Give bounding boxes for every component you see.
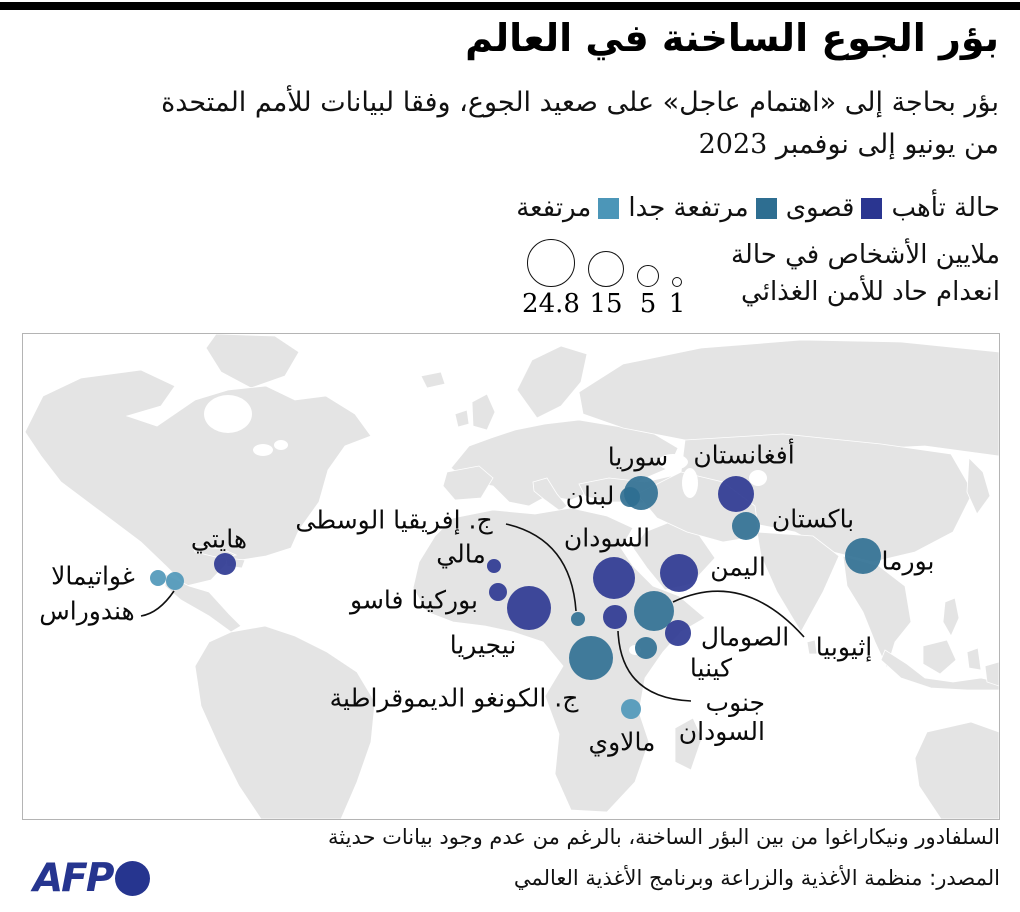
label-myanmar: بورما <box>881 546 935 576</box>
bubble-overlay <box>140 476 881 719</box>
bubble-afghanistan <box>718 476 754 512</box>
size-ring-1 <box>672 277 682 287</box>
extreme-color-swatch <box>861 197 883 219</box>
very-high-color-swatch <box>755 197 777 219</box>
alert-state-label: حالة تأهب <box>891 193 1000 223</box>
top-bar <box>0 2 1020 10</box>
bubble-pakistan <box>732 512 760 540</box>
size-legend-circles: 24.8 15 5 1 <box>522 239 717 323</box>
label-pakistan: باكستان <box>771 504 855 534</box>
label-malawi: مالاوي <box>588 727 656 757</box>
label-afghanistan: أفغانستان <box>693 440 795 470</box>
bubble-nigeria <box>507 586 551 630</box>
leader-line-south-sudan <box>617 630 692 702</box>
subtitle-line-2: من يونيو إلى نوفمبر 2023 <box>698 129 999 160</box>
label-syria: سوريا <box>607 442 669 472</box>
bubble-sudan <box>593 557 635 599</box>
footnote: السلفادور ونيكاراغوا من بين البؤر الساخن… <box>328 825 1000 849</box>
bubble-yemen <box>660 554 698 592</box>
size-legend-caption: ملايين الأشخاص في حالة انعدام حاد للأمن … <box>731 237 1000 311</box>
legend-label-very-high: مرتفعة جدا <box>628 193 749 223</box>
afp-logo-text: AFP <box>33 856 114 901</box>
afp-logo: AFP <box>33 856 151 901</box>
size-legend-line-1: ملايين الأشخاص في حالة <box>730 240 1000 270</box>
bubble-syria <box>624 476 658 510</box>
bubble-myanmar <box>845 538 881 574</box>
size-value-24.8: 24.8 <box>522 289 580 319</box>
label-dr-congo: ج. الكونغو الديموقراطية <box>329 683 579 713</box>
legend-item-high: مرتفعة <box>516 193 620 223</box>
size-ring-24.8 <box>527 239 575 287</box>
label-somalia: الصومال <box>700 622 790 652</box>
bubble-burkina-faso <box>489 583 507 601</box>
label-ethiopia: إثيوبيا <box>815 632 873 662</box>
subtitle-line-1: بؤر بحاجة إلى «اهتمام عاجل» على صعيد الج… <box>161 87 999 118</box>
page-title: بؤر الجوع الساخنة في العالم <box>465 16 999 60</box>
leader-line-honduras <box>140 590 175 617</box>
label-south-sudan: جنوب السودان <box>678 688 765 746</box>
bubble-south-sudan <box>603 605 627 629</box>
bubble-malawi <box>621 699 641 719</box>
size-value-5: 5 <box>639 289 657 319</box>
legend-label-extreme: قصوى <box>785 193 855 223</box>
label-lebanon: لبنان <box>565 481 615 511</box>
afp-globe-icon <box>115 861 151 896</box>
bubble-kenya <box>635 637 657 659</box>
label-burkina-faso: بوركينا فاسو <box>350 585 478 615</box>
label-honduras: هندوراس <box>39 596 135 626</box>
bubble-haiti <box>214 553 236 575</box>
country-labels: لبنان سوريا أفغانستان باكستان بورما مالي بوركي… <box>23 334 999 819</box>
label-nigeria: نيجيريا <box>449 630 517 660</box>
label-guatemala: غواتيمالا <box>51 561 135 591</box>
size-value-15: 15 <box>589 289 623 319</box>
label-mali: مالي <box>436 539 486 569</box>
leader-line-central-african-republic <box>505 523 577 612</box>
legend-label-high: مرتفعة <box>516 193 592 223</box>
leader-line-ethiopia <box>672 590 805 638</box>
size-value-1: 1 <box>668 289 686 319</box>
bubble-somalia <box>665 620 691 646</box>
world-map: لبنان سوريا أفغانستان باكستان بورما مالي بوركي… <box>22 333 1000 820</box>
label-yemen: اليمن <box>710 552 766 582</box>
legend-item-extreme: قصوى <box>786 193 883 223</box>
size-legend-line-2: انعدام حاد للأمن الغذائي <box>741 277 1000 307</box>
color-legend: حالة تأهب قصوى مرتفعة جدا مرتفعة <box>516 193 1000 223</box>
bubble-dr-congo <box>569 636 613 680</box>
label-haiti: هايتي <box>190 524 248 554</box>
subtitle: بؤر بحاجة إلى «اهتمام عاجل» على صعيد الج… <box>161 82 999 166</box>
label-kenya: كينيا <box>689 653 733 683</box>
source-credit: المصدر: منظمة الأغذية والزراعة وبرنامج ا… <box>513 866 1000 890</box>
bubble-ethiopia <box>634 591 674 631</box>
bubble-central-african-republic <box>571 612 585 626</box>
size-ring-5 <box>637 265 659 287</box>
legend-item-very-high: مرتفعة جدا <box>628 193 777 223</box>
size-ring-15 <box>588 251 624 287</box>
bubble-honduras <box>166 572 184 590</box>
label-central-african-republic: ج. إفريقيا الوسطى <box>295 505 493 535</box>
high-color-swatch <box>598 197 620 219</box>
bubble-mali <box>487 559 501 573</box>
bubble-guatemala <box>150 570 166 586</box>
label-sudan: السودان <box>563 523 651 553</box>
